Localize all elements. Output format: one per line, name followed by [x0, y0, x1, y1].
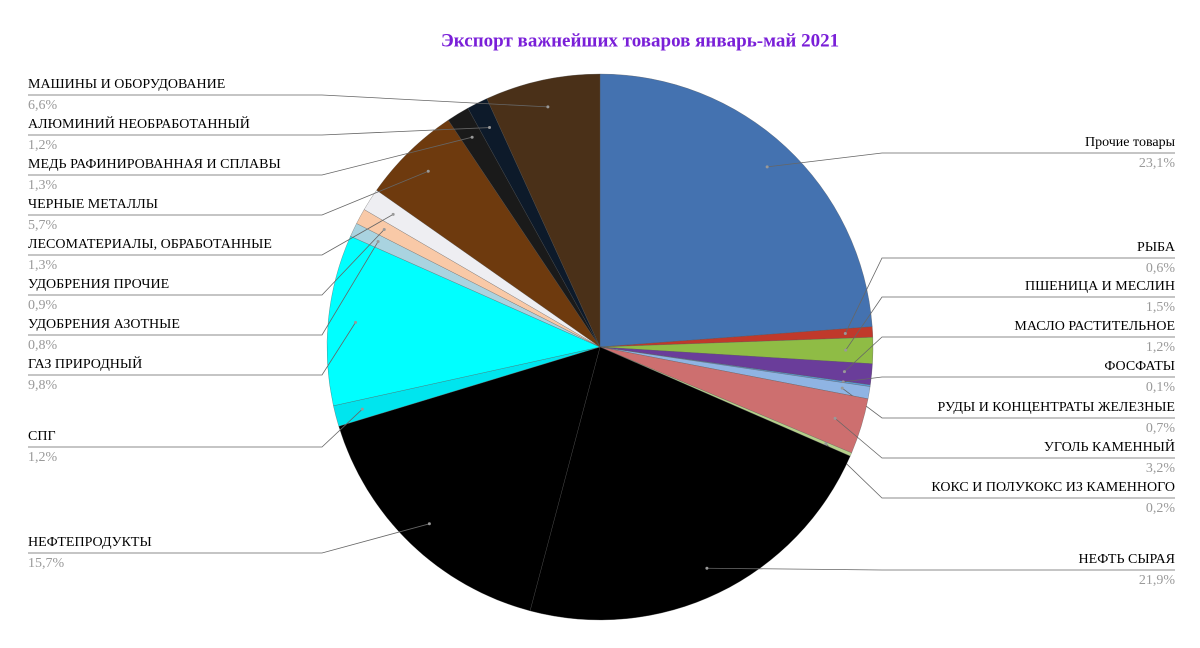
chart-title: Экспорт важнейших товаров январь-май 202…: [441, 30, 839, 51]
leader-line: [28, 408, 363, 448]
value-label: 5,7%: [28, 218, 58, 233]
category-label: МЕДЬ РАФИНИРОВАННАЯ И СПЛАВЫ: [28, 157, 281, 172]
leader-dot: [427, 522, 431, 526]
category-label: НЕФТЕПРОДУКТЫ: [28, 535, 152, 550]
leader-dot: [843, 331, 847, 335]
category-label: СПГ: [28, 429, 56, 444]
category-label: РУДЫ И КОНЦЕНТРАТЫ ЖЕЛЕЗНЫЕ: [938, 400, 1176, 415]
leader-dot: [842, 370, 846, 374]
leader-dot: [376, 240, 380, 244]
leader-line: [844, 257, 1175, 334]
leader-dot: [470, 135, 474, 139]
value-label: 0,9%: [28, 298, 58, 313]
leader-dot: [426, 169, 430, 173]
leader-line: [706, 567, 1175, 571]
category-label: Прочие товары: [1085, 135, 1176, 150]
leader-line: [28, 127, 490, 136]
category-label: ПШЕНИЦА И МЕСЛИН: [1025, 279, 1175, 294]
value-label: 1,3%: [28, 258, 58, 273]
value-label: 6,6%: [28, 98, 58, 113]
value-label: 0,1%: [1146, 380, 1176, 395]
leader-dot: [546, 105, 550, 109]
value-label: 1,2%: [28, 450, 58, 465]
value-label: 9,8%: [28, 378, 58, 393]
category-label: УДОБРЕНИЯ АЗОТНЫЕ: [28, 317, 180, 332]
value-label: 0,6%: [1146, 261, 1176, 276]
category-label: ФОСФАТЫ: [1104, 359, 1175, 374]
value-label: 1,3%: [28, 178, 58, 193]
leader-line: [844, 336, 1175, 372]
leader-line: [28, 241, 379, 336]
value-label: 0,2%: [1146, 501, 1176, 516]
leader-line: [843, 376, 1175, 383]
leader-dot: [391, 212, 395, 216]
category-label: УДОБРЕНИЯ ПРОЧИЕ: [28, 277, 169, 292]
category-label: АЛЮМИНИЙ НЕОБРАБОТАННЫЙ: [28, 115, 250, 132]
category-label: КОКС И ПОЛУКОКС ИЗ КАМЕННОГО: [931, 480, 1175, 495]
pie-slice: [599, 73, 873, 348]
leader-dot: [488, 126, 492, 130]
category-label: ЛЕСОМАТЕРИАЛЫ, ОБРАБОТАННЫЕ: [28, 237, 272, 252]
pie-slice: [326, 236, 601, 406]
leader-dot: [382, 227, 386, 231]
value-label: 3,2%: [1146, 461, 1176, 476]
value-label: 0,8%: [28, 338, 58, 353]
leader-dot: [833, 416, 837, 420]
pie-slice: [338, 346, 601, 612]
category-label: МАСЛО РАСТИТЕЛЬНОЕ: [1014, 319, 1175, 334]
value-label: 1,5%: [1146, 300, 1176, 315]
value-label: 23,1%: [1139, 156, 1176, 171]
category-label: УГОЛЬ КАМЕННЫЙ: [1044, 438, 1175, 455]
leader-line: [28, 523, 430, 554]
leader-line: [28, 94, 548, 108]
leader-dot: [840, 386, 844, 390]
leader-dot: [354, 320, 358, 324]
leader-dot: [765, 165, 769, 169]
leader-dot: [705, 566, 709, 570]
category-label: НЕФТЬ СЫРАЯ: [1079, 552, 1175, 567]
leader-dot: [824, 442, 828, 446]
value-label: 21,9%: [1139, 573, 1176, 588]
category-label: РЫБА: [1137, 240, 1176, 255]
value-label: 15,7%: [28, 556, 65, 571]
category-label: ЧЕРНЫЕ МЕТАЛЛЫ: [28, 197, 158, 212]
leader-line: [28, 136, 473, 176]
value-label: 1,2%: [1146, 340, 1176, 355]
leader-line: [28, 229, 385, 296]
leader-line: [28, 170, 429, 216]
category-label: МАШИНЫ И ОБОРУДОВАНИЕ: [28, 77, 225, 92]
value-label: 1,2%: [28, 138, 58, 153]
value-label: 0,7%: [1146, 421, 1176, 436]
pie-slice: [486, 73, 601, 348]
leader-line: [28, 214, 394, 256]
leader-line: [28, 322, 356, 376]
leader-dot: [360, 407, 364, 411]
leader-dot: [844, 348, 848, 352]
category-label: ГАЗ ПРИРОДНЫЙ: [28, 355, 142, 372]
leader-line: [767, 152, 1175, 168]
leader-line: [834, 418, 1175, 459]
leader-line: [845, 296, 1175, 351]
pie-slice: [529, 346, 851, 621]
